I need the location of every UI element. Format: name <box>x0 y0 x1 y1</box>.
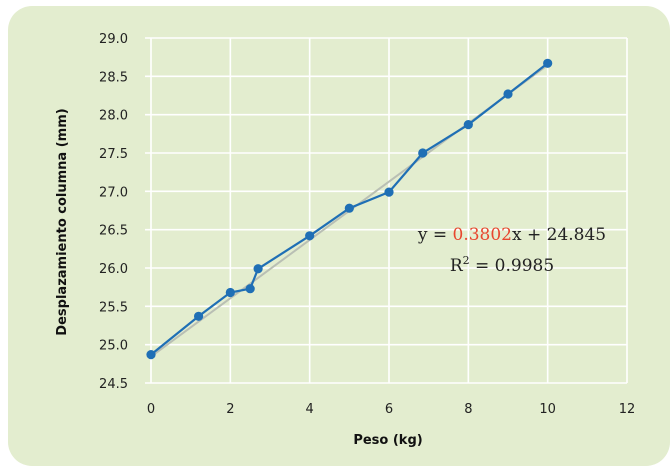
y-tick-label: 24.5 <box>99 377 128 392</box>
x-tick-label: 12 <box>619 402 636 417</box>
r2-label: R <box>450 256 464 276</box>
x-tick-label: 10 <box>539 402 556 417</box>
data-point <box>253 264 263 274</box>
eq-suffix: x + 24.845 <box>512 225 606 245</box>
r2-value: = 0.9985 <box>470 256 555 276</box>
x-axis-title: Peso (kg) <box>353 433 422 448</box>
eq-prefix: y = <box>417 225 453 245</box>
grid-lines <box>145 37 628 384</box>
chart-card <box>8 6 670 466</box>
y-tick-label: 25.0 <box>99 339 128 354</box>
data-markers <box>146 58 553 360</box>
y-tick-label: 27.0 <box>99 185 128 200</box>
data-point <box>384 187 394 197</box>
r2-sup: 2 <box>463 254 470 267</box>
x-tick-label: 0 <box>147 402 155 417</box>
data-point <box>194 311 204 321</box>
data-point <box>543 58 553 68</box>
data-point <box>305 231 315 241</box>
data-point <box>225 287 235 298</box>
data-point <box>344 203 354 213</box>
eq-slope: 0.3802 <box>453 225 512 245</box>
data-point <box>503 89 513 99</box>
series-line <box>150 62 549 356</box>
data-point <box>463 120 473 130</box>
x-tick-labels: 0 2 4 6 8 10 12 <box>147 402 635 417</box>
y-tick-label: 28.0 <box>99 109 128 124</box>
y-tick-label: 29.0 <box>99 32 128 47</box>
y-tick-label: 27.5 <box>99 147 128 162</box>
y-tick-labels: 24.5 25.0 25.5 26.0 26.5 27.0 27.5 28.0 28.5 29.0 <box>99 32 128 392</box>
r-squared: R2 = 0.9985 <box>450 254 554 276</box>
data-point <box>245 284 255 294</box>
y-tick-label: 26.0 <box>99 262 128 277</box>
y-tick-label: 26.5 <box>99 224 128 239</box>
trend-equation: y = 0.3802x + 24.845 <box>417 225 606 245</box>
x-tick-label: 4 <box>306 402 314 417</box>
x-tick-label: 6 <box>385 402 393 417</box>
x-tick-label: 8 <box>464 402 472 417</box>
y-tick-label: 28.5 <box>99 70 128 85</box>
y-tick-label: 25.5 <box>99 300 128 315</box>
data-point <box>418 148 428 158</box>
data-point <box>146 350 156 360</box>
x-tick-label: 2 <box>226 402 234 417</box>
y-axis-title: Desplazamiento columna (mm) <box>55 108 70 335</box>
